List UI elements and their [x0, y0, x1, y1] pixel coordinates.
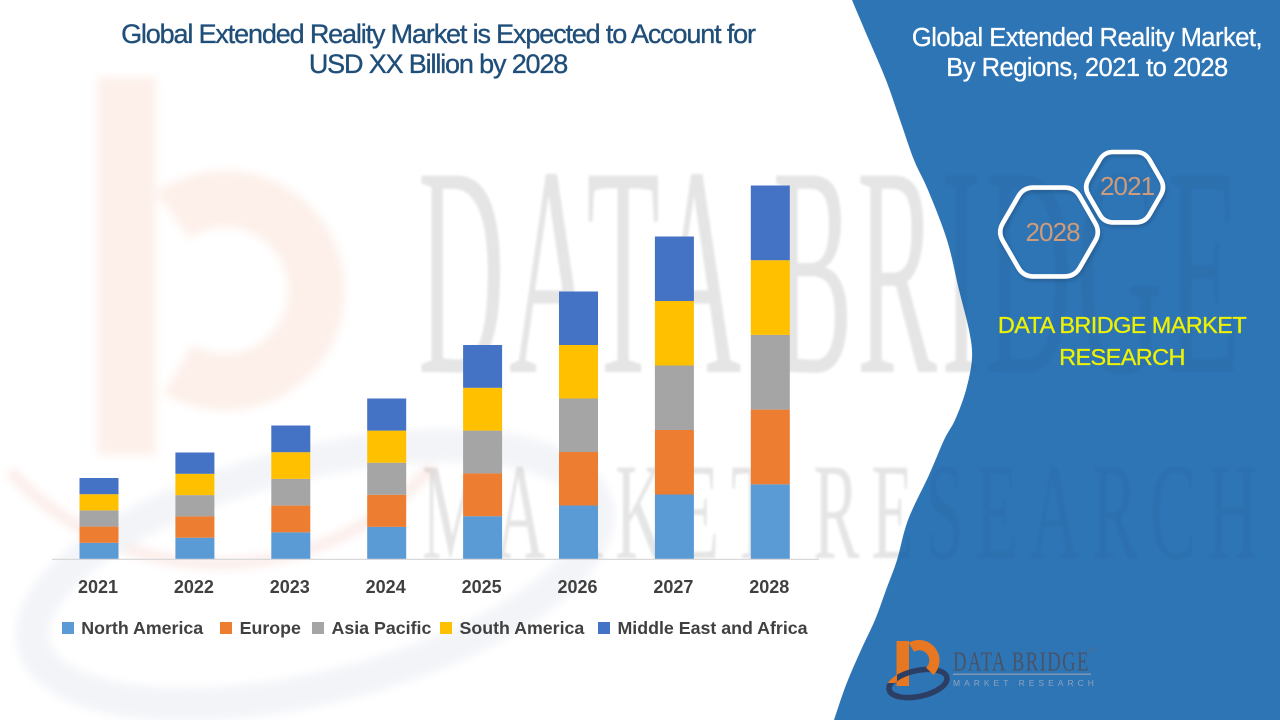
svg-text:DATA BRIDGE: DATA BRIDGE: [953, 647, 1090, 677]
svg-text:MARKET RESEARCH: MARKET RESEARCH: [953, 678, 1098, 688]
svg-text:®: ®: [1089, 646, 1095, 655]
